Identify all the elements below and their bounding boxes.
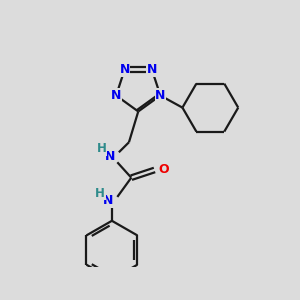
Text: N: N [147, 63, 157, 76]
Text: N: N [104, 150, 115, 163]
Text: N: N [103, 194, 113, 207]
Text: H: H [95, 187, 105, 200]
Text: N: N [111, 89, 121, 102]
Text: H: H [97, 142, 107, 155]
Text: O: O [158, 164, 169, 176]
Text: N: N [119, 63, 130, 76]
Text: N: N [155, 89, 166, 102]
